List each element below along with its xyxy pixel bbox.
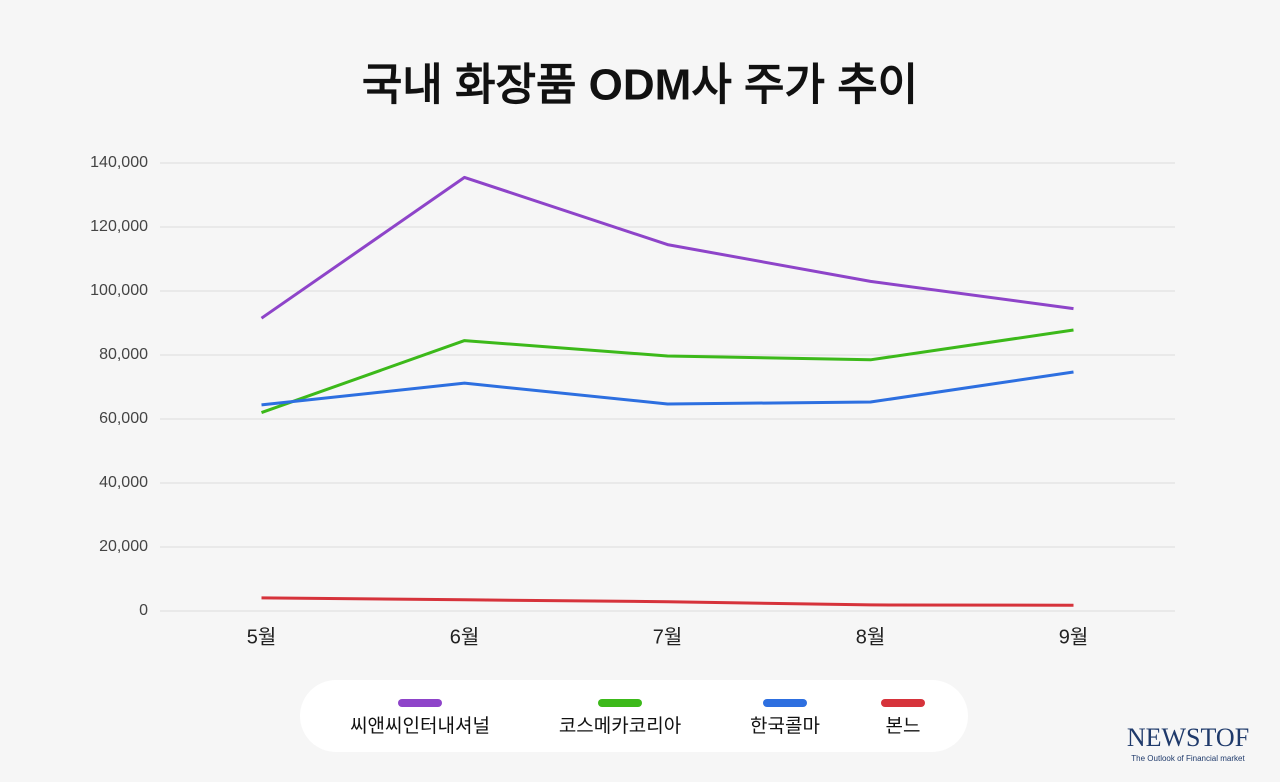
line-series [260,328,1074,415]
legend-label: 본느 [886,716,921,737]
x-tick-label: 6월 [450,625,480,648]
y-tick-label: 140,000 [90,154,148,171]
y-tick-label: 60,000 [99,410,148,427]
brand-tagline: The Outlook of Financial market [1131,754,1245,763]
legend-label: 한국콜마 [750,715,820,737]
legend-label: 코스메카코리아 [559,715,681,737]
y-tick-label: 0 [139,602,148,619]
legend-label: 씨앤씨인터내셔널 [350,715,490,737]
y-tick-label: 100,000 [90,282,148,299]
line-series [261,370,1074,407]
y-tick-label: 80,000 [99,346,148,363]
y-tick-label: 40,000 [99,474,148,491]
line-series [261,596,1074,607]
x-tick-label: 8월 [856,625,886,648]
x-tick-label: 7월 [653,625,683,648]
x-tick-label: 9월 [1059,625,1089,648]
brand-logo: NEWSTOF [1127,723,1249,752]
y-tick-label: 120,000 [90,218,148,235]
legend-box [300,680,968,752]
y-tick-label: 20,000 [99,538,148,555]
line-series [260,175,1074,320]
chart-title: 국내 화장품 ODM사 주가 추이 [362,61,918,110]
x-tick-label: 5월 [247,625,277,648]
